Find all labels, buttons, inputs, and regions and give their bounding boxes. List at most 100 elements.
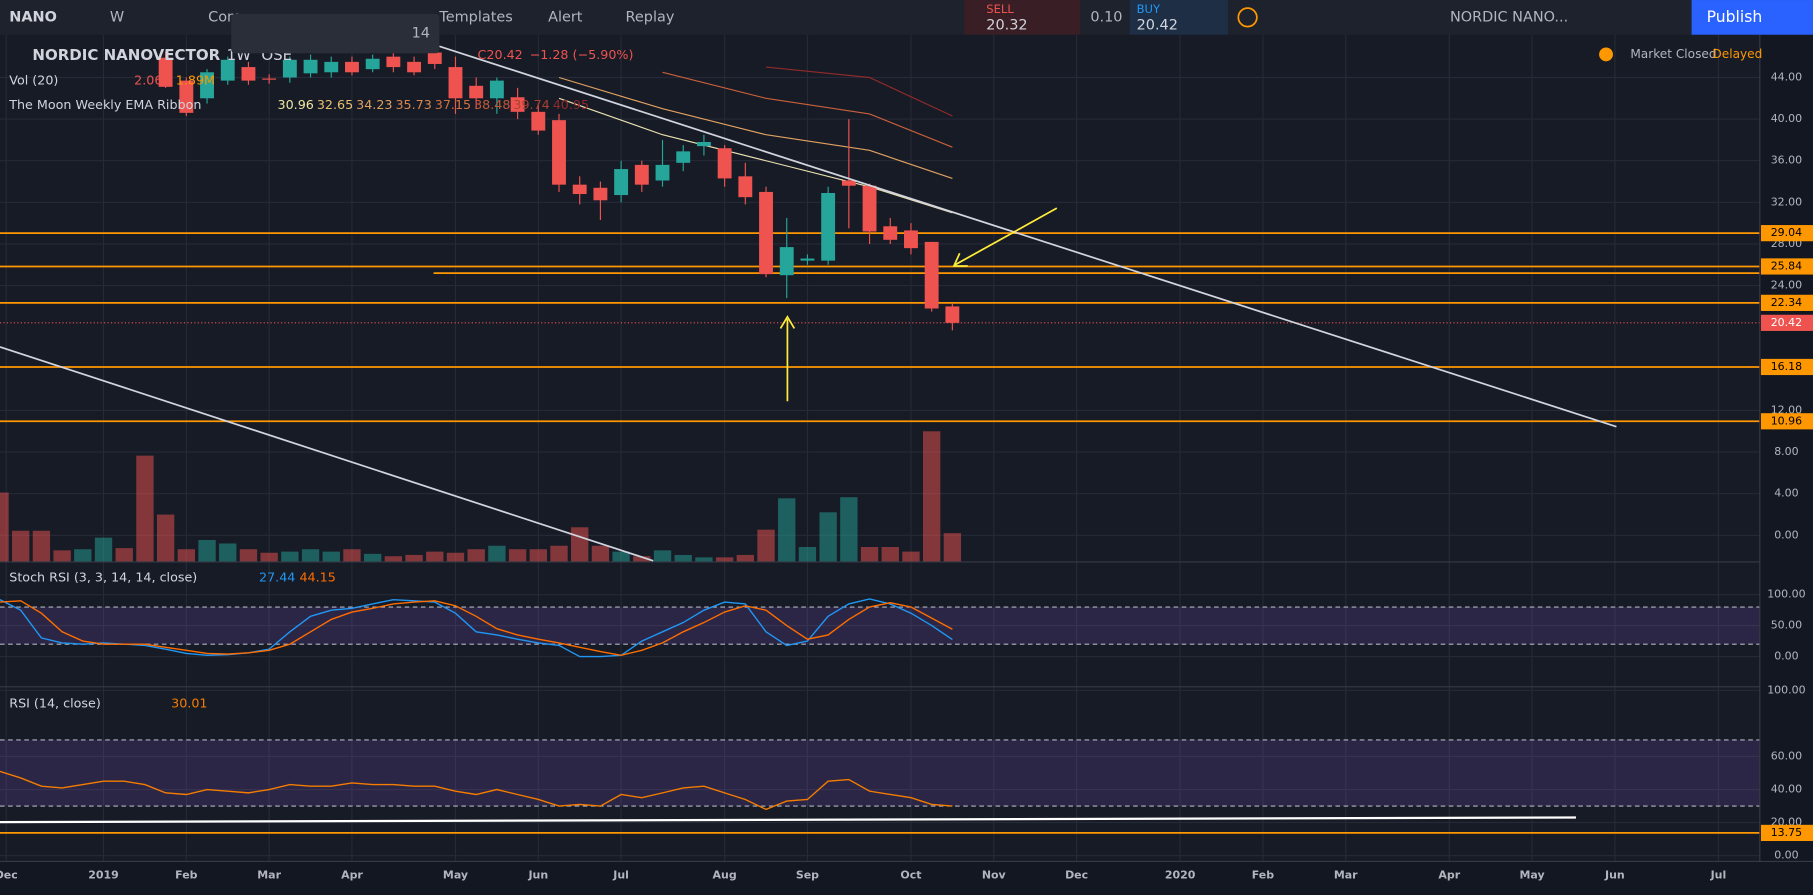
y-tick-label: 4.00 xyxy=(1774,487,1798,500)
volume-bar xyxy=(363,553,382,562)
candle-body xyxy=(469,85,484,99)
level-label: 16.18 xyxy=(1771,360,1802,373)
candle-body xyxy=(552,120,566,185)
candle-body xyxy=(262,78,277,80)
x-tick-label: Dec xyxy=(0,868,18,881)
volume-bar xyxy=(550,545,568,562)
candle-body xyxy=(800,258,815,261)
volume-bar xyxy=(695,557,713,562)
volume-bar xyxy=(902,551,920,562)
last-price-label: 20.42 xyxy=(1771,316,1802,329)
candle-body xyxy=(614,169,629,196)
indicator-line xyxy=(0,598,953,658)
delayed: Delayed xyxy=(1712,47,1762,61)
volume-bar xyxy=(488,545,506,562)
volume-bar xyxy=(778,498,796,562)
alert-button[interactable]: Alert xyxy=(548,9,583,25)
info-icon[interactable] xyxy=(1237,7,1258,28)
y-tick-label: 40.00 xyxy=(1771,783,1802,796)
interval-button[interactable]: W xyxy=(110,9,124,25)
volume-bar xyxy=(860,546,879,562)
warning-icon[interactable] xyxy=(1599,47,1613,62)
ema-value: 39.74 xyxy=(513,97,549,112)
x-tick-label: 2019 xyxy=(88,868,119,881)
replay-button[interactable]: Replay xyxy=(626,9,675,25)
volume-bar xyxy=(508,549,527,562)
buy-price: 20.42 xyxy=(1137,17,1178,33)
templates-button[interactable]: Templates xyxy=(438,9,512,25)
volume-bar xyxy=(198,540,216,562)
x-tick-label: May xyxy=(1520,868,1545,881)
volume-bar xyxy=(239,549,258,562)
volume-bar xyxy=(736,554,755,562)
band-fill xyxy=(0,739,1760,807)
candle-body xyxy=(676,151,691,163)
vol-title: Vol (20) xyxy=(9,72,58,87)
volume-bar xyxy=(0,492,9,562)
ema-value: 34.23 xyxy=(356,97,392,112)
symbol-search[interactable]: NORDIC NANO... xyxy=(1450,9,1568,25)
candle-body xyxy=(738,176,753,198)
candle-body xyxy=(365,58,380,70)
last-price-bg xyxy=(1760,314,1813,331)
volume-bar xyxy=(715,557,734,562)
y-tick-label: 40.00 xyxy=(1771,112,1802,125)
level-label-bg xyxy=(1760,258,1813,275)
x-tick-label: Sep xyxy=(796,868,819,881)
x-tick-label: Nov xyxy=(982,868,1006,881)
sell-box[interactable] xyxy=(964,0,1080,35)
x-tick-label: Apr xyxy=(1438,868,1460,881)
vol-ma: 1.89M xyxy=(176,72,215,87)
time-axis xyxy=(0,861,1813,895)
ema-value: 38.48 xyxy=(474,97,510,112)
x-tick-label: Apr xyxy=(341,868,363,881)
stoch-title: Stoch RSI (3, 3, 14, 14, close) xyxy=(9,570,197,585)
level-label: 25.84 xyxy=(1771,259,1802,272)
ema-value: 40.95 xyxy=(553,97,589,112)
font-size[interactable]: 14 xyxy=(412,26,430,42)
ema-value: 30.96 xyxy=(278,97,314,112)
volume-bar xyxy=(798,546,817,562)
level-label: 29.04 xyxy=(1771,226,1802,239)
band-fill xyxy=(0,607,1760,645)
candle-body xyxy=(759,191,773,275)
volume-bar xyxy=(819,512,837,562)
ema-value: 37.15 xyxy=(435,97,471,112)
volume-bar xyxy=(32,530,51,562)
y-tick-label: 0.00 xyxy=(1774,849,1798,862)
drawings xyxy=(0,45,1617,824)
volume-bar xyxy=(922,431,941,562)
ema-line xyxy=(662,71,953,148)
publish-button-bg[interactable] xyxy=(1691,0,1813,35)
sell-label: SELL xyxy=(986,2,1014,16)
ema-title: The Moon Weekly EMA Ribbon xyxy=(8,97,201,112)
volume-bar xyxy=(467,549,485,562)
candle-body xyxy=(324,61,339,73)
y-tick-label: 50.00 xyxy=(1771,619,1802,632)
toolbar: NANO W Com Templates Alert Replay 14 SEL… xyxy=(0,0,1813,54)
volume-bar xyxy=(94,537,113,562)
volume-bar xyxy=(53,550,71,562)
y-tick-label: 24.00 xyxy=(1771,279,1802,292)
candle-body xyxy=(779,247,794,276)
rsi-value: 30.01 xyxy=(171,696,207,711)
trend-line xyxy=(0,346,654,562)
publish-button[interactable]: Publish xyxy=(1707,8,1763,26)
y-tick-label: 0.00 xyxy=(1774,528,1798,541)
buy-box[interactable] xyxy=(1129,0,1228,35)
candle-body xyxy=(924,241,939,309)
candle-body xyxy=(345,61,359,73)
change: −1.28 (−5.90%) xyxy=(530,47,634,62)
x-tick-label: Dec xyxy=(1065,868,1088,881)
symbol-name: NORDIC NANOVECTOR xyxy=(32,46,220,64)
symbol[interactable]: NANO xyxy=(9,9,57,25)
x-tick-label: Mar xyxy=(1334,868,1358,881)
vol-value: 2.06 xyxy=(134,72,162,87)
volume-bar xyxy=(12,530,30,562)
volume-bar xyxy=(343,549,361,562)
volume-bar xyxy=(943,533,962,562)
x-tick-label: Jul xyxy=(1710,868,1727,881)
